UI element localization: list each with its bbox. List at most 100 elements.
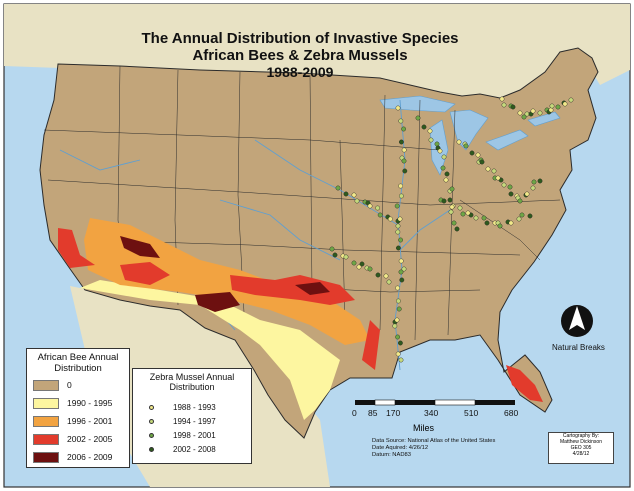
zebra-mussel-site xyxy=(473,215,479,221)
zebra-mussel-site xyxy=(495,175,501,181)
bee-swatch xyxy=(33,434,59,445)
bee-label: 0 xyxy=(67,380,72,390)
zebra-mussel-site xyxy=(401,126,406,132)
zebra-mussel-site xyxy=(481,215,487,221)
scale-bar xyxy=(355,399,515,406)
scale-tick-label: 340 xyxy=(424,408,439,418)
zebra-mussel-site xyxy=(448,209,454,215)
zebra-mussel-site xyxy=(397,340,403,346)
zebra-dot-icon xyxy=(149,447,154,452)
zebra-mussel-site xyxy=(530,108,536,114)
zebra-mussel-site xyxy=(395,298,401,304)
zebra-mussel-site xyxy=(395,351,401,357)
bee-legend-item: 0 xyxy=(33,380,125,392)
bee-swatch xyxy=(33,398,59,409)
map-title-line2: African Bees & Zebra Mussels xyxy=(192,47,408,64)
zebra-mussel-site xyxy=(507,184,513,190)
scale-tick-label: 680 xyxy=(504,408,519,418)
zebra-mussel-site xyxy=(398,139,404,145)
zebra-mussel-site xyxy=(387,216,393,222)
zebra-mussel-site xyxy=(499,96,505,102)
zebra-mussel-site xyxy=(329,246,335,252)
bee-label: 2002 - 2005 xyxy=(67,434,113,444)
zebra-mussel-site xyxy=(454,226,460,232)
zebra-mussel-site xyxy=(530,185,536,191)
zebra-mussel-site xyxy=(359,261,365,267)
scale-tick-label: 170 xyxy=(386,408,401,418)
zebra-mussel-site xyxy=(537,178,543,184)
zebra-mussel-site xyxy=(351,260,357,266)
zebra-mussel-site xyxy=(548,107,554,113)
zebra-mussel-site xyxy=(394,203,400,209)
zebra-mussel-site xyxy=(343,191,349,197)
zebra-mussel-site xyxy=(367,203,373,209)
zebra-mussel-site xyxy=(527,213,533,219)
zebra-mussel-site xyxy=(531,179,537,185)
zebra-mussel-site xyxy=(485,166,491,172)
bee-zone-1996-2001 xyxy=(84,218,370,345)
zebra-mussel-site xyxy=(377,212,383,218)
zebra-mussel-site xyxy=(356,264,362,270)
zebra-mussel-site xyxy=(501,182,507,188)
zebra-mussel-site xyxy=(443,177,449,183)
zebra-dot-icon xyxy=(149,419,154,424)
bee-swatch xyxy=(33,416,59,427)
zebra-label: 1998 - 2001 xyxy=(173,431,216,440)
zebra-mussel-site xyxy=(351,192,357,198)
zebra-mussel-site xyxy=(401,147,407,153)
zebra-mussel-site xyxy=(428,137,434,143)
zebra-mussel-site xyxy=(460,211,466,217)
zebra-mussel-site xyxy=(491,168,497,174)
scale-unit: Miles xyxy=(413,423,435,433)
african-bee-distribution xyxy=(58,218,543,420)
zebra-mussel-site xyxy=(463,143,469,149)
zebra-mussel-site xyxy=(444,171,450,177)
bee-label: 1996 - 2001 xyxy=(67,416,113,426)
zebra-mussel-site xyxy=(395,229,401,235)
zebra-legend-item: 1988 - 1993 xyxy=(149,402,249,414)
zebra-mussel-site xyxy=(441,198,447,204)
state-boundaries xyxy=(43,65,561,341)
zebra-mussel-site xyxy=(447,197,453,203)
bee-legend-item: 2006 - 2009 xyxy=(33,452,125,464)
zebra-dot-icon xyxy=(149,405,154,410)
african-bee-legend: African Bee Annual Distribution 0 1990 -… xyxy=(26,348,130,468)
bee-swatch xyxy=(33,452,59,463)
zebra-mussel-site xyxy=(398,258,404,264)
zebra-mussel-site xyxy=(508,191,514,197)
zebra-mussel-site xyxy=(401,158,407,164)
bee-legend-title: African Bee Annual Distribution xyxy=(37,352,119,374)
zebra-legend-title: Zebra Mussel Annual Distribution xyxy=(149,372,235,392)
zebra-mussel-site xyxy=(396,306,402,312)
zebra-dot-icon xyxy=(149,433,154,438)
bee-label: 2006 - 2009 xyxy=(67,452,113,462)
zebra-mussel-site xyxy=(524,191,530,197)
zebra-mussel-site xyxy=(394,317,400,323)
zebra-mussel-site xyxy=(456,139,462,145)
zebra-mussel-site xyxy=(398,357,404,363)
bee-legend-item: 1996 - 2001 xyxy=(33,416,125,428)
zebra-mussel-site xyxy=(375,205,380,211)
zebra-mussel-site xyxy=(398,193,404,199)
zebra-mussel-site xyxy=(415,115,421,121)
bee-label: 1990 - 1995 xyxy=(67,398,113,408)
zebra-mussel-site xyxy=(335,185,341,191)
zebra-mussel-sites xyxy=(329,96,574,363)
zebra-mussel-site xyxy=(398,183,403,189)
zebra-mussel-site xyxy=(537,110,543,116)
zebra-legend-item: 1994 - 1997 xyxy=(149,416,249,428)
zebra-mussel-site xyxy=(449,204,455,210)
zebra-mussel-site xyxy=(479,159,485,165)
zebra-mussel-site xyxy=(484,220,490,226)
zebra-mussel-site xyxy=(440,165,446,171)
map-title-line1: The Annual Distribution of Invastive Spe… xyxy=(141,30,459,47)
zebra-mussel-site xyxy=(508,220,514,226)
classification-method: Natural Breaks xyxy=(552,343,605,352)
zebra-mussel-site xyxy=(397,216,403,222)
zebra-mussel-site xyxy=(343,254,349,260)
zebra-mussel-site xyxy=(568,97,574,103)
zebra-mussel-site xyxy=(332,252,338,258)
zebra-mussel-site xyxy=(395,105,401,111)
zebra-label: 1994 - 1997 xyxy=(173,417,216,426)
